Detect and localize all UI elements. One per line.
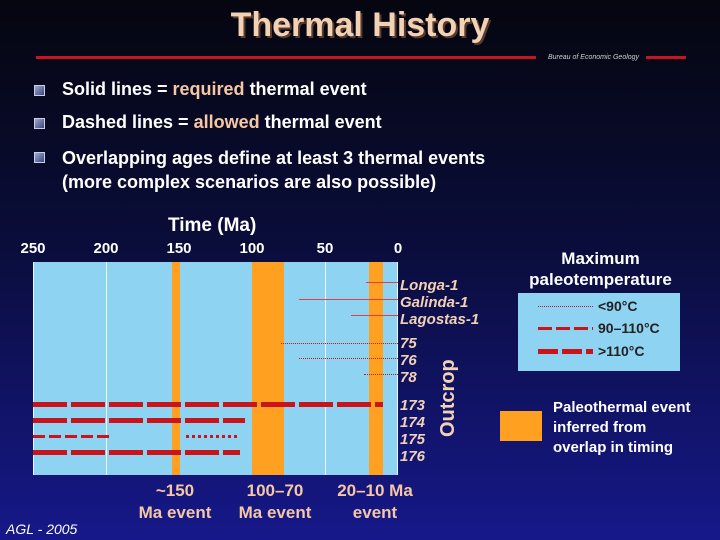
bullet-text-line2: (more complex scenarios are also possibl…: [62, 172, 437, 192]
bullet-icon: [34, 152, 45, 163]
label-75: 75: [400, 335, 417, 352]
sample-line: [365, 282, 398, 283]
legend-title-line: paleotemperature: [529, 270, 672, 289]
label-78: 78: [400, 369, 417, 386]
event-label-line: ~150: [155, 481, 195, 500]
event-label-line: Ma event: [238, 503, 312, 522]
sample-line: [33, 418, 245, 423]
event-label-line: 100–70: [246, 481, 304, 500]
event-label-150: ~150 Ma event: [128, 480, 222, 524]
sample-line: [298, 358, 398, 359]
tick-label: 0: [393, 240, 403, 257]
event-label-20-10: 20–10 Ma event: [325, 480, 425, 524]
tick-label: 100: [239, 240, 265, 257]
grid-line: [325, 262, 326, 475]
label-galinda-1: Galinda-1: [400, 294, 469, 311]
tick-label: 250: [20, 240, 46, 257]
label-lagostas-1: Lagostas-1: [400, 311, 480, 328]
sample-line: [281, 343, 398, 344]
credit: Bureau of Economic Geology: [548, 54, 640, 61]
sample-line: [33, 450, 241, 455]
bullet-3: Overlapping ages define at least 3 therm…: [34, 146, 486, 194]
label-76: 76: [400, 352, 417, 369]
bullet-icon: [34, 85, 45, 96]
sample-group-75-78: 75 76 78: [400, 335, 417, 386]
title-rule-right: [646, 56, 686, 59]
legend-label: 90–110°C: [598, 320, 660, 336]
sample-line: [364, 374, 398, 375]
label-173: 173: [400, 397, 426, 414]
tick-label: 50: [316, 240, 334, 257]
bullet-text: thermal event: [259, 112, 382, 132]
paleothermal-line: Paleothermal event: [553, 399, 691, 416]
outcrop-label: Outcrop: [437, 359, 459, 437]
bullet-text: Overlapping ages define at least 3 therm…: [62, 148, 486, 168]
sample-group-173-176: 173 174 175 176: [400, 397, 425, 465]
sample-line: [298, 299, 398, 300]
event-label-100-70: 100–70 Ma event: [228, 480, 322, 524]
footer-credit: AGL - 2005: [6, 521, 78, 537]
bullet-text: Solid lines =: [62, 79, 173, 99]
thermal-chart: [33, 262, 398, 475]
sample-group-wells: Longa-1 Galinda-1 Lagostas-1: [400, 277, 479, 328]
label-longa-1: Longa-1: [400, 277, 459, 294]
bullet-text: thermal event: [244, 79, 367, 99]
sample-line: [186, 435, 238, 438]
legend-title: Maximum paleotemperature: [518, 248, 683, 290]
sample-line: [33, 435, 114, 438]
grid-line: [397, 262, 398, 475]
bullet-highlight: allowed: [193, 112, 260, 132]
label-176: 176: [400, 448, 426, 465]
grid-line: [106, 262, 107, 475]
bullet-2: Dashed lines = allowed thermal event: [34, 112, 382, 133]
bullet-icon: [34, 118, 45, 129]
thick-dash-swatch: [538, 349, 593, 354]
sample-line: [33, 402, 384, 407]
paleothermal-swatch: [500, 411, 542, 441]
event-band: [171, 262, 181, 475]
bullet-text: Dashed lines =: [62, 112, 194, 132]
bullet-highlight: required: [172, 79, 245, 99]
legend-box: <90°C 90–110°C >110°C: [518, 293, 680, 371]
label-174: 174: [400, 414, 426, 431]
event-label-line: 20–10 Ma: [337, 481, 413, 500]
event-label-line: event: [352, 503, 398, 522]
event-band: [368, 262, 384, 475]
event-band: [252, 262, 285, 475]
legend-label: <90°C: [598, 298, 638, 314]
grid-line: [33, 262, 34, 475]
slide-title: Thermal History: [230, 6, 490, 44]
label-175: 175: [400, 431, 426, 448]
sample-line: [351, 315, 398, 316]
paleothermal-legend-text: Paleothermal event inferred from overlap…: [553, 398, 691, 458]
legend-title-line: Maximum: [561, 249, 640, 268]
event-label-line: Ma event: [138, 503, 212, 522]
time-axis-title: Time (Ma): [168, 215, 257, 236]
tick-label: 200: [93, 240, 119, 257]
paleothermal-line: overlap in timing: [553, 439, 674, 456]
tick-label: 150: [166, 240, 192, 257]
bullet-1: Solid lines = required thermal event: [34, 79, 367, 100]
paleothermal-line: inferred from: [553, 419, 647, 436]
title-rule-left: [36, 56, 536, 59]
dotted-swatch: [538, 306, 593, 307]
medium-dash-swatch: [538, 327, 593, 330]
legend-label: >110°C: [598, 343, 645, 359]
